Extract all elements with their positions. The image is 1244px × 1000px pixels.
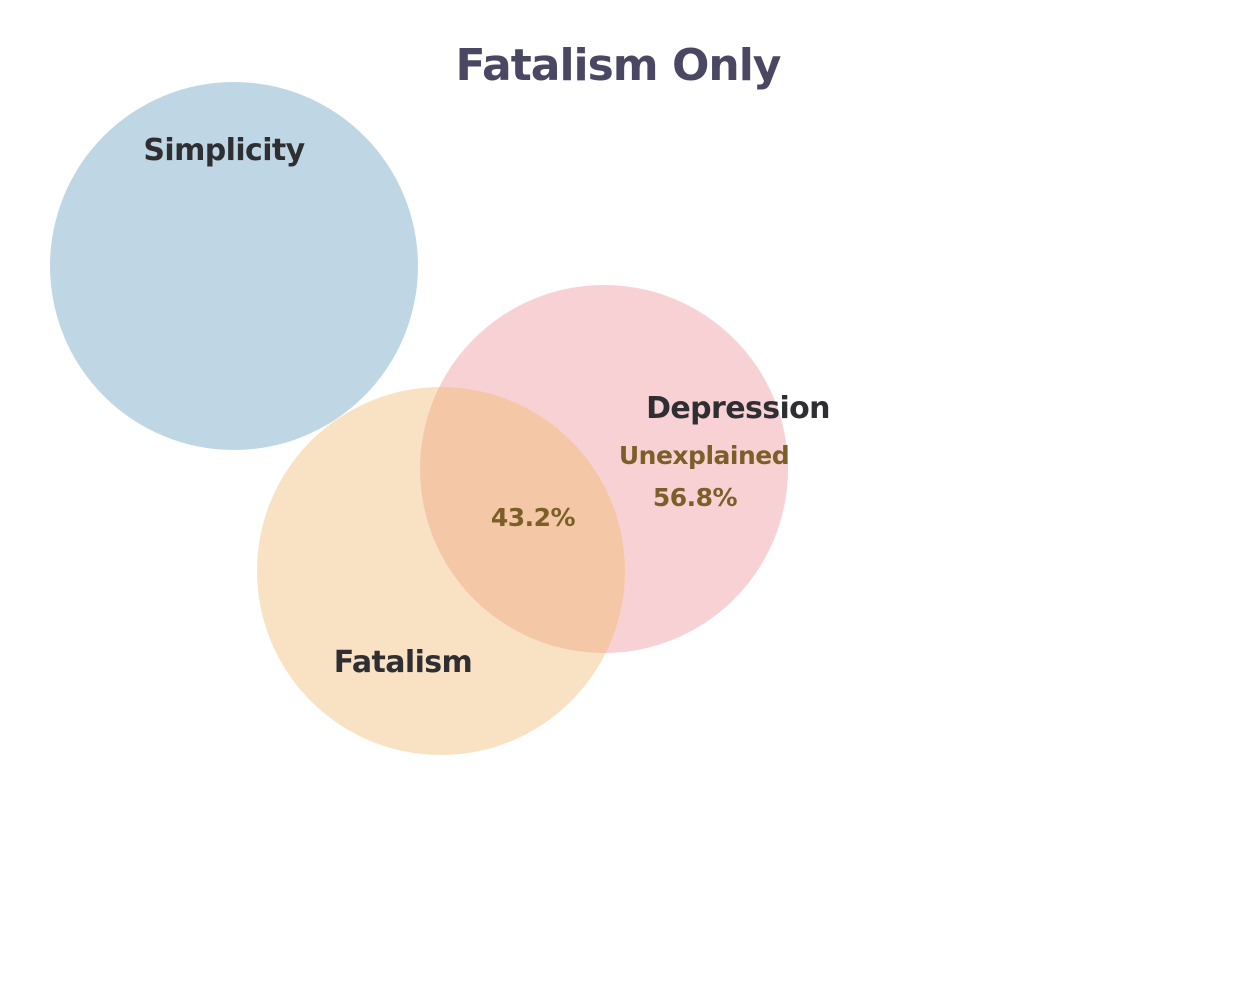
fatalism-label: Fatalism <box>334 645 472 680</box>
depression-label: Depression <box>646 391 830 426</box>
simplicity-circle <box>50 82 418 450</box>
unexplained-label: Unexplained <box>619 441 789 470</box>
diagram-title: Fatalism Only <box>456 40 781 91</box>
unexplained-value: 56.8% <box>653 483 738 512</box>
simplicity-label: Simplicity <box>143 133 305 168</box>
overlap-value: 43.2% <box>491 503 576 532</box>
